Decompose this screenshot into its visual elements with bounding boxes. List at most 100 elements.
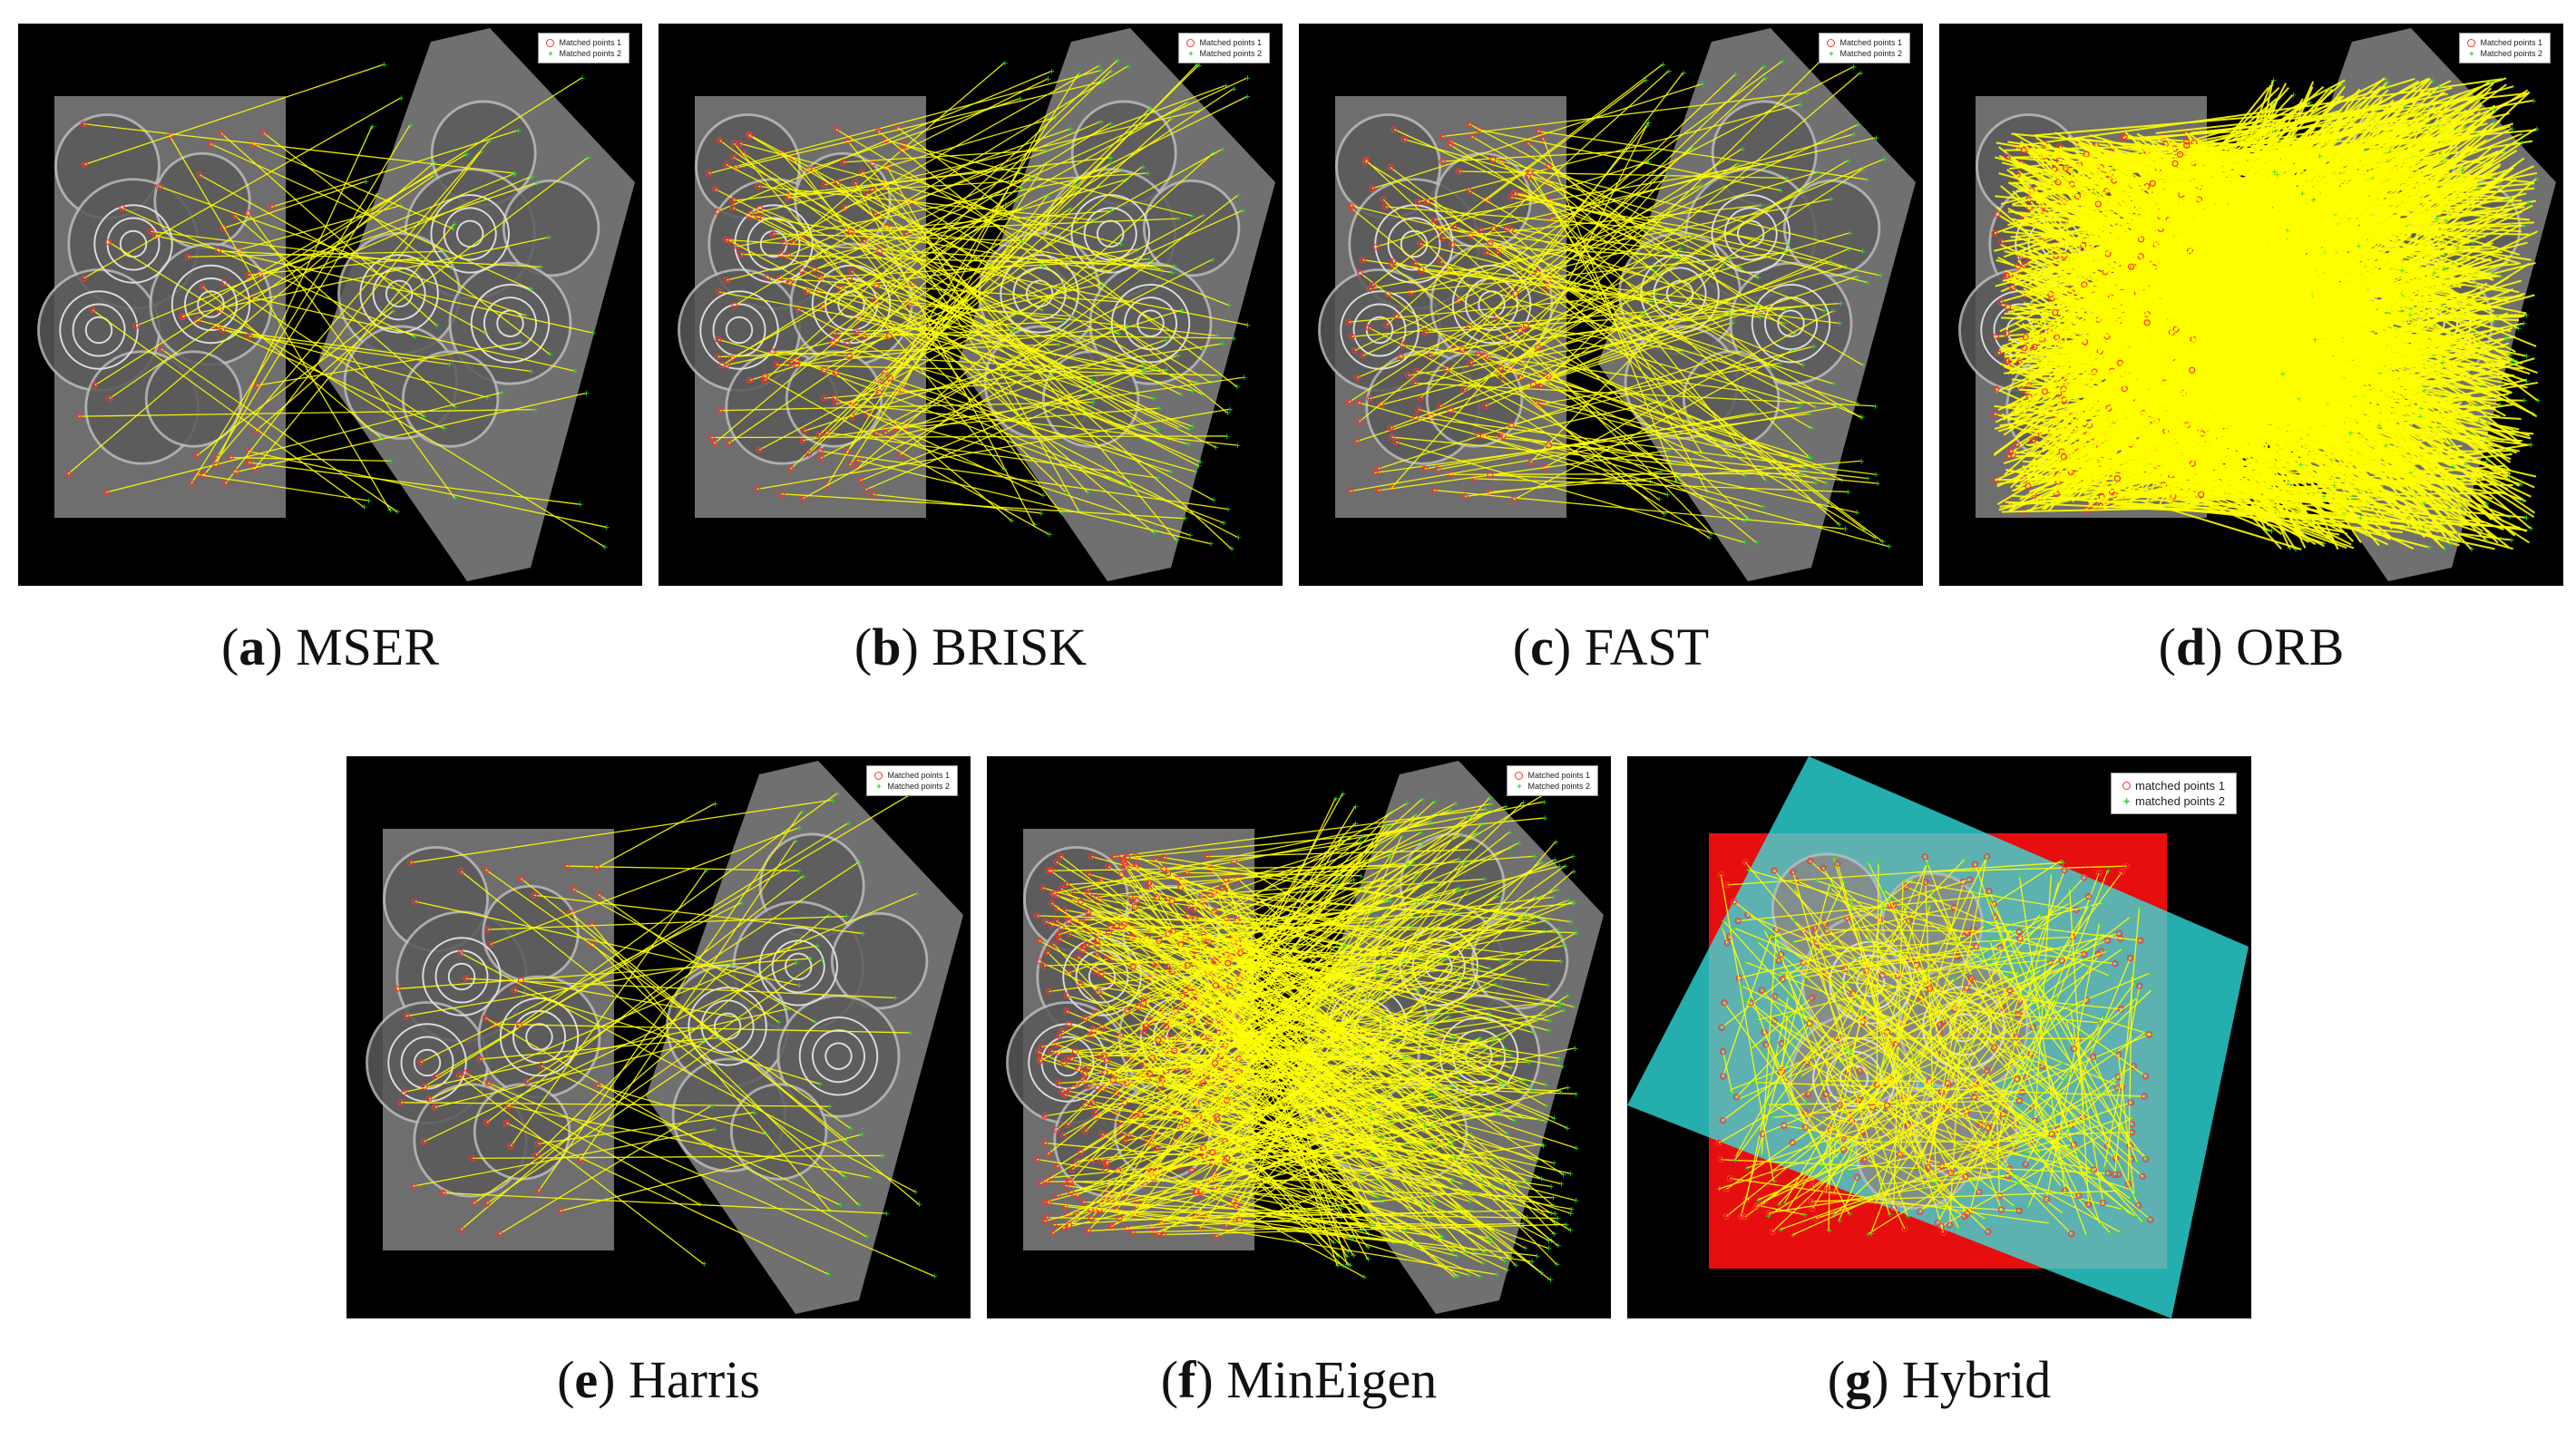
svg-text:+: +: [1379, 1198, 1386, 1207]
svg-text:+: +: [1830, 380, 1838, 389]
svg-text:+: +: [1468, 981, 1475, 990]
svg-text:+: +: [2328, 455, 2336, 464]
caption-method: MinEigen: [1226, 1350, 1438, 1409]
svg-text:+: +: [1186, 531, 1194, 540]
svg-text:+: +: [2421, 499, 2428, 508]
svg-text:+: +: [1507, 1051, 1514, 1060]
legend-label-1: matched points 1: [2134, 779, 2225, 793]
svg-text:+: +: [1573, 1197, 1580, 1206]
svg-text:+: +: [842, 1172, 849, 1182]
svg-text:+: +: [571, 367, 579, 376]
svg-text:+: +: [2383, 83, 2390, 92]
svg-text:+: +: [522, 312, 530, 321]
svg-text:+: +: [1433, 1042, 1440, 1051]
svg-text:+: +: [1403, 800, 1410, 809]
svg-text:+: +: [2421, 386, 2428, 395]
svg-text:+: +: [1857, 413, 1864, 423]
svg-text:+: +: [1704, 488, 1712, 497]
svg-text:+: +: [2490, 173, 2497, 182]
svg-text:+: +: [1492, 980, 1499, 989]
svg-text:+: +: [2509, 125, 2516, 134]
svg-text:+: +: [1428, 1089, 1435, 1098]
svg-text:+: +: [1359, 851, 1366, 861]
svg-text:+: +: [1553, 1221, 1560, 1230]
svg-text:+: +: [1878, 272, 1885, 281]
svg-text:+: +: [1812, 404, 1820, 413]
svg-text:+: +: [1468, 1131, 1475, 1140]
svg-text:+: +: [1146, 256, 1153, 265]
svg-text:+: +: [1555, 1241, 1562, 1250]
svg-text:+: +: [1504, 1267, 1511, 1276]
svg-text:+: +: [1534, 1252, 1541, 1261]
svg-text:+: +: [1381, 888, 1388, 897]
svg-text:+: +: [1222, 82, 1229, 91]
svg-text:+: +: [1231, 85, 1238, 94]
svg-text:+: +: [1479, 1260, 1487, 1269]
svg-text:+: +: [1388, 852, 1395, 861]
svg-text:+: +: [1664, 491, 1672, 501]
svg-text:+: +: [1387, 1117, 1394, 1126]
svg-text:+: +: [547, 351, 554, 360]
svg-text:+: +: [512, 170, 519, 179]
svg-text:+: +: [1186, 425, 1193, 434]
svg-text:+: +: [1565, 1084, 1572, 1093]
svg-text:+: +: [1679, 300, 1686, 309]
svg-text:+: +: [2497, 402, 2504, 411]
svg-text:+: +: [2272, 509, 2279, 518]
svg-text:+: +: [1382, 1157, 1390, 1166]
svg-text:+: +: [844, 1137, 851, 1146]
svg-text:+: +: [1234, 442, 1242, 451]
svg-text:+: +: [1455, 1074, 1462, 1083]
svg-text:+: +: [1356, 922, 1363, 931]
svg-text:+: +: [2399, 289, 2406, 298]
svg-text:+: +: [2270, 76, 2278, 85]
svg-text:+: +: [1089, 376, 1097, 385]
svg-text:+: +: [1046, 530, 1053, 540]
svg-text:+: +: [1002, 164, 1010, 173]
svg-text:+: +: [1559, 1063, 1566, 1072]
svg-text:+: +: [1388, 897, 1395, 906]
legend-label-2: Matched points 2: [2480, 49, 2542, 58]
svg-text:+: +: [2518, 131, 2525, 140]
svg-text:+: +: [1807, 454, 1814, 463]
circle-marker-icon: [546, 38, 555, 47]
svg-text:+: +: [2120, 1205, 2127, 1214]
svg-text:+: +: [1493, 1035, 1500, 1044]
svg-text:+: +: [1931, 1179, 1938, 1188]
svg-text:+: +: [1411, 1029, 1419, 1038]
legend-label-2: matched points 2: [2134, 794, 2225, 808]
svg-text:+: +: [1648, 298, 1655, 307]
svg-text:+: +: [1403, 860, 1410, 869]
svg-text:+: +: [829, 796, 836, 805]
svg-text:+: +: [528, 367, 535, 376]
svg-text:+: +: [1343, 1252, 1351, 1261]
svg-text:+: +: [1544, 917, 1551, 926]
panel-c-fast: + + + + + + + + + + + + + + + + + + + + + + + + + + + + + + + + + + + + + + + +…: [1299, 24, 1923, 586]
svg-text:+: +: [532, 406, 539, 415]
legend: Matched points 1 + Matched points 2: [2459, 33, 2551, 63]
svg-text:+: +: [825, 911, 833, 920]
svg-text:+: +: [2386, 148, 2394, 157]
svg-text:+: +: [1234, 534, 1242, 543]
svg-text:+: +: [1790, 346, 1797, 355]
caption-letter: a: [239, 618, 266, 676]
legend-label-2: Matched points 2: [1839, 49, 1902, 58]
svg-text:+: +: [528, 286, 535, 295]
svg-text:+: +: [1107, 208, 1115, 217]
svg-text:+: +: [1521, 976, 1528, 985]
svg-text:+: +: [1431, 1093, 1439, 1102]
svg-text:+: +: [538, 263, 545, 272]
svg-text:+: +: [1452, 966, 1459, 975]
svg-text:+: +: [2320, 540, 2327, 549]
svg-text:+: +: [1344, 1261, 1351, 1270]
svg-text:+: +: [452, 403, 459, 412]
svg-text:+: +: [880, 1152, 887, 1161]
svg-text:+: +: [1557, 933, 1565, 942]
svg-text:+: +: [2472, 133, 2479, 142]
svg-text:+: +: [1865, 1231, 1872, 1240]
svg-text:+: +: [1520, 951, 1527, 960]
svg-text:+: +: [2506, 513, 2513, 522]
panel-e-harris: + + + + + + + + + + + + + + + + + + + + + + + + + + + + + + + + + + + + + + + +…: [346, 756, 971, 1318]
svg-text:+: +: [1530, 1029, 1537, 1038]
circle-marker-icon: [2467, 38, 2476, 47]
